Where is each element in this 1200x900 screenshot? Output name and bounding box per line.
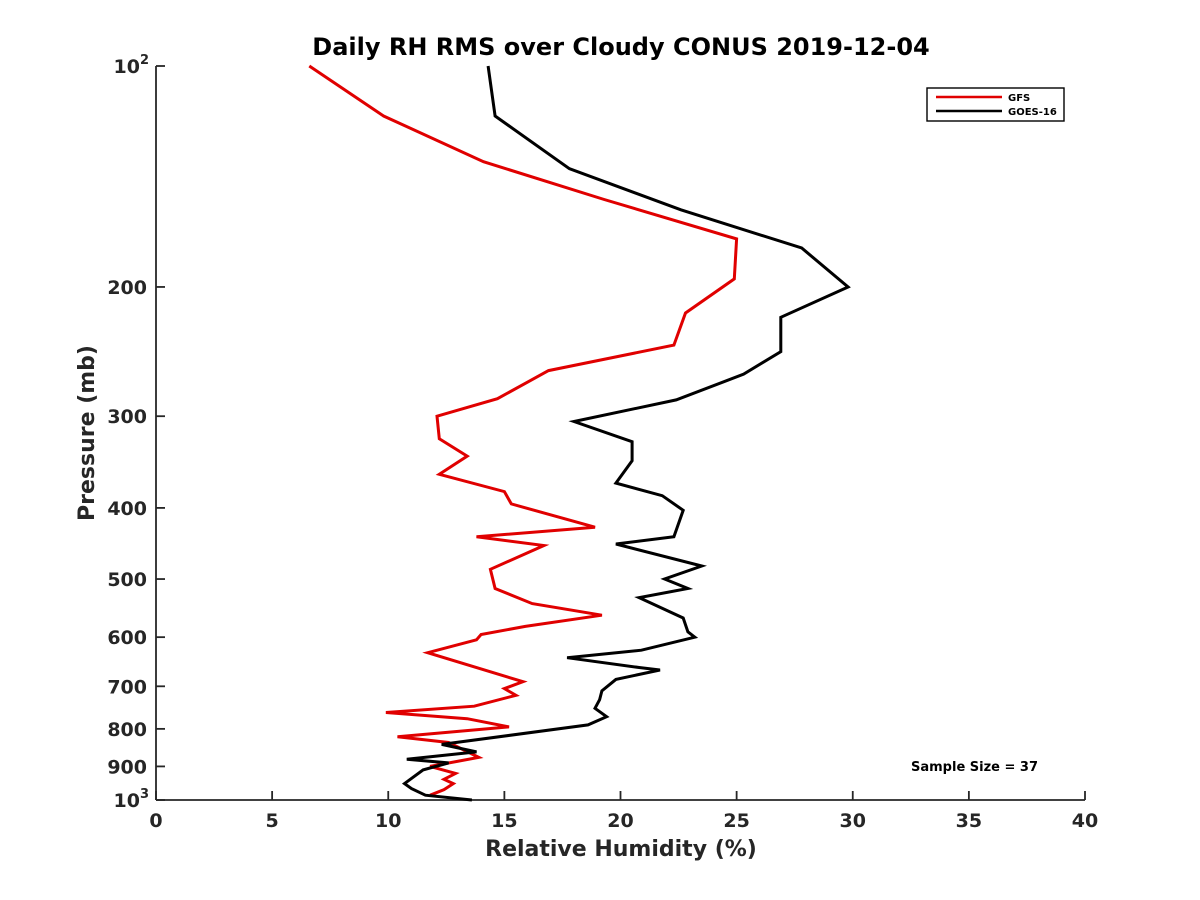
y-tick-label: 500 xyxy=(107,569,147,591)
y-tick-label: 200 xyxy=(107,277,147,299)
x-tick-label: 20 xyxy=(607,810,633,832)
x-tick-label: 10 xyxy=(375,810,401,832)
y-tick-exponent: 3 xyxy=(140,787,149,802)
y-tick-exponent: 2 xyxy=(140,53,149,68)
y-tick-label: 400 xyxy=(107,498,147,520)
series-line-gfs xyxy=(308,64,739,797)
x-axis-label: Relative Humidity (%) xyxy=(485,837,757,862)
sample-size-annotation: Sample Size = 37 xyxy=(911,760,1038,775)
legend-box xyxy=(926,87,1065,122)
x-tick-label: 40 xyxy=(1072,810,1098,832)
x-tick-label: 15 xyxy=(491,810,517,832)
chart-title: Daily RH RMS over Cloudy CONUS 2019-12-0… xyxy=(312,33,929,61)
x-tick-label: 0 xyxy=(149,810,162,832)
axes xyxy=(155,66,1085,801)
legend-label-goes16: GOES-16 xyxy=(1008,107,1057,118)
legend: GFS GOES-16 xyxy=(926,87,1065,122)
y-tick-label: 800 xyxy=(107,719,147,741)
legend-label-gfs: GFS xyxy=(1008,93,1030,104)
y-tick-label: 300 xyxy=(107,406,147,428)
y-tick-label: 102 xyxy=(114,53,150,78)
x-tick-label: 30 xyxy=(840,810,866,832)
y-tick-label: 600 xyxy=(107,627,147,649)
y-axis-label: Pressure (mb) xyxy=(75,345,100,521)
series xyxy=(308,64,851,802)
x-tick-label: 35 xyxy=(956,810,982,832)
x-tick-label: 5 xyxy=(266,810,279,832)
y-tick-label: 700 xyxy=(107,676,147,698)
x-tick-label: 25 xyxy=(723,810,749,832)
series-line-goes16 xyxy=(401,65,851,802)
y-tick-label: 900 xyxy=(107,756,147,778)
y-tick-label: 103 xyxy=(114,787,150,812)
y-ticks: 102 200 300 400 500 600 700 800 900 103 xyxy=(107,53,165,812)
x-ticks: 0 5 10 15 20 25 30 35 40 xyxy=(149,791,1098,832)
